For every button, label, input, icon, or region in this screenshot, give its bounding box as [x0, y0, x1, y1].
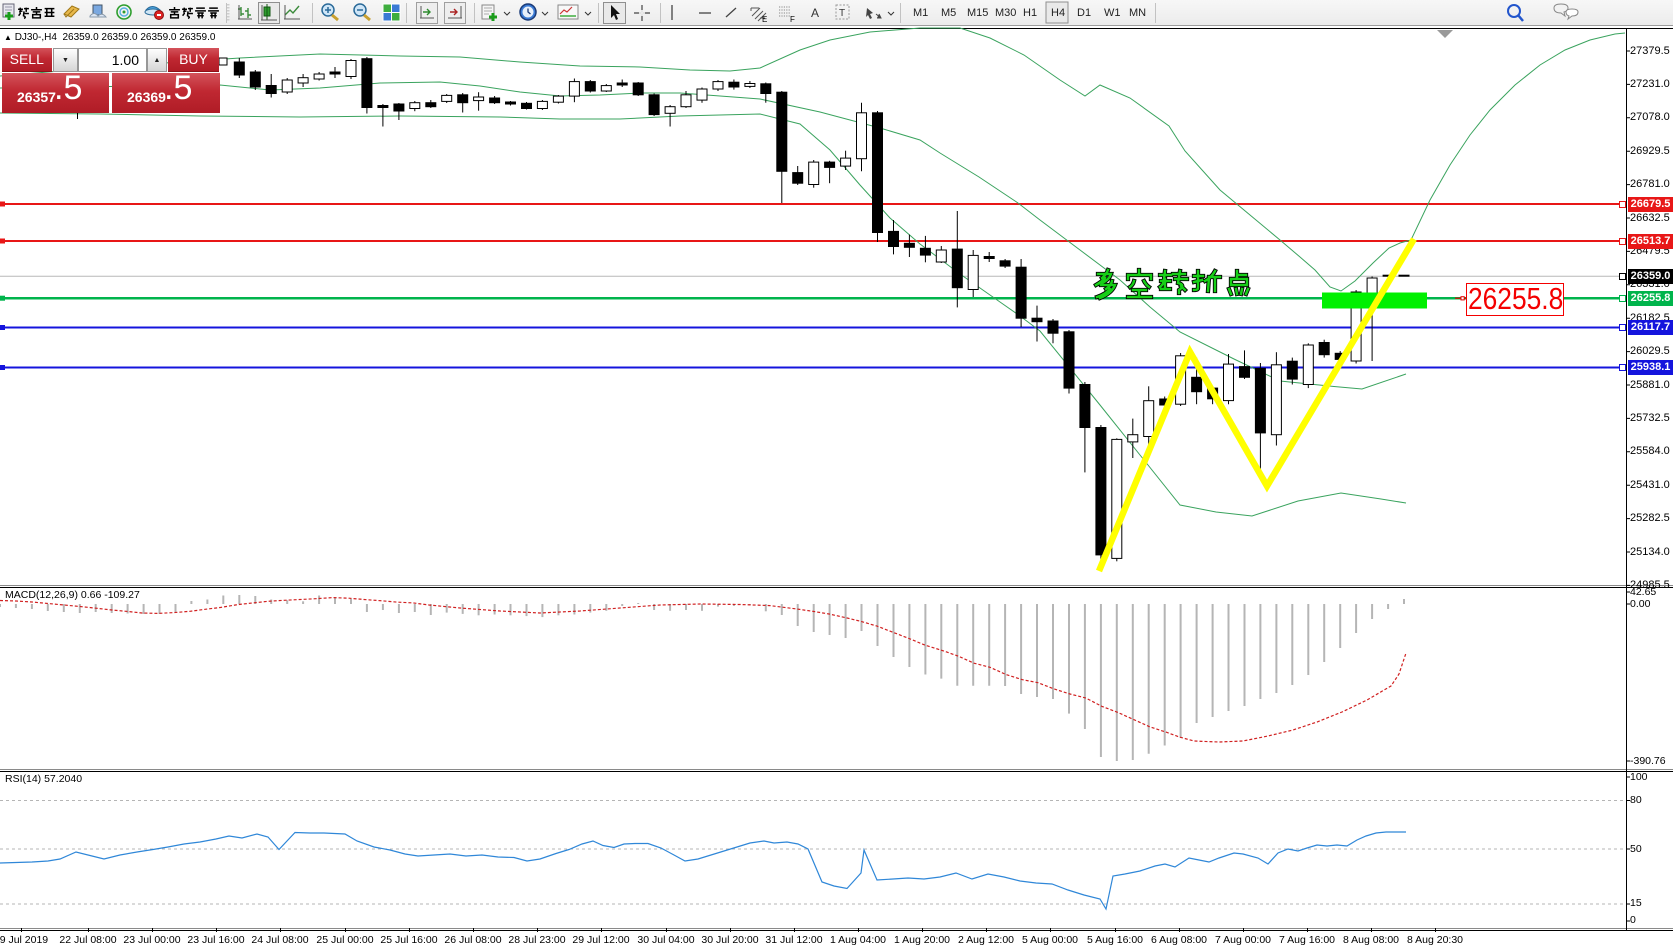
svg-text:F: F — [790, 15, 795, 24]
svg-text:E: E — [762, 15, 767, 24]
svg-text:A: A — [811, 6, 819, 20]
svg-text:T: T — [839, 8, 845, 19]
